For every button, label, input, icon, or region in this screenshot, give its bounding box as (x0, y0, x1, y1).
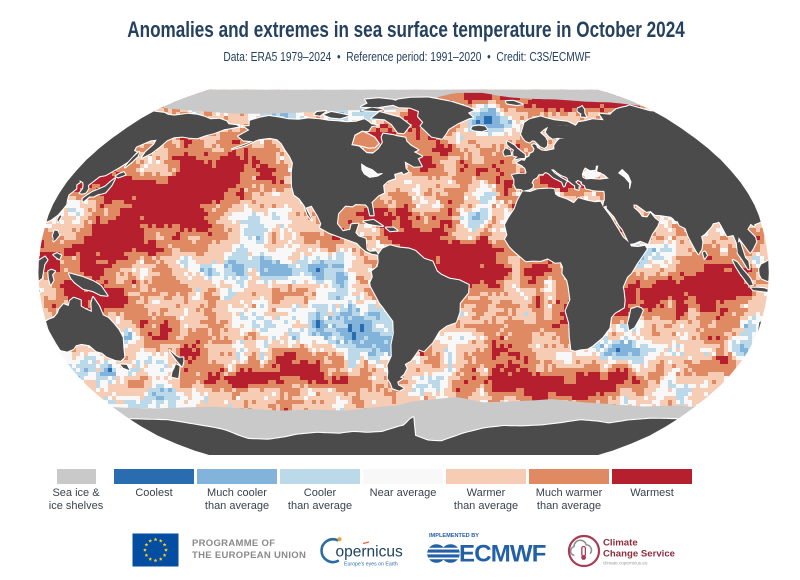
svg-text:opernicus: opernicus (336, 544, 403, 561)
svg-text:IMPLEMENTED BY: IMPLEMENTED BY (429, 533, 479, 539)
svg-text:ECMWF: ECMWF (459, 541, 546, 568)
svg-text:climate.copernicus.eu: climate.copernicus.eu (603, 561, 648, 566)
svg-text:Climate: Climate (603, 538, 638, 549)
svg-text:Change Service: Change Service (603, 549, 675, 560)
svg-text:Europe's eyes on Earth: Europe's eyes on Earth (344, 562, 398, 568)
